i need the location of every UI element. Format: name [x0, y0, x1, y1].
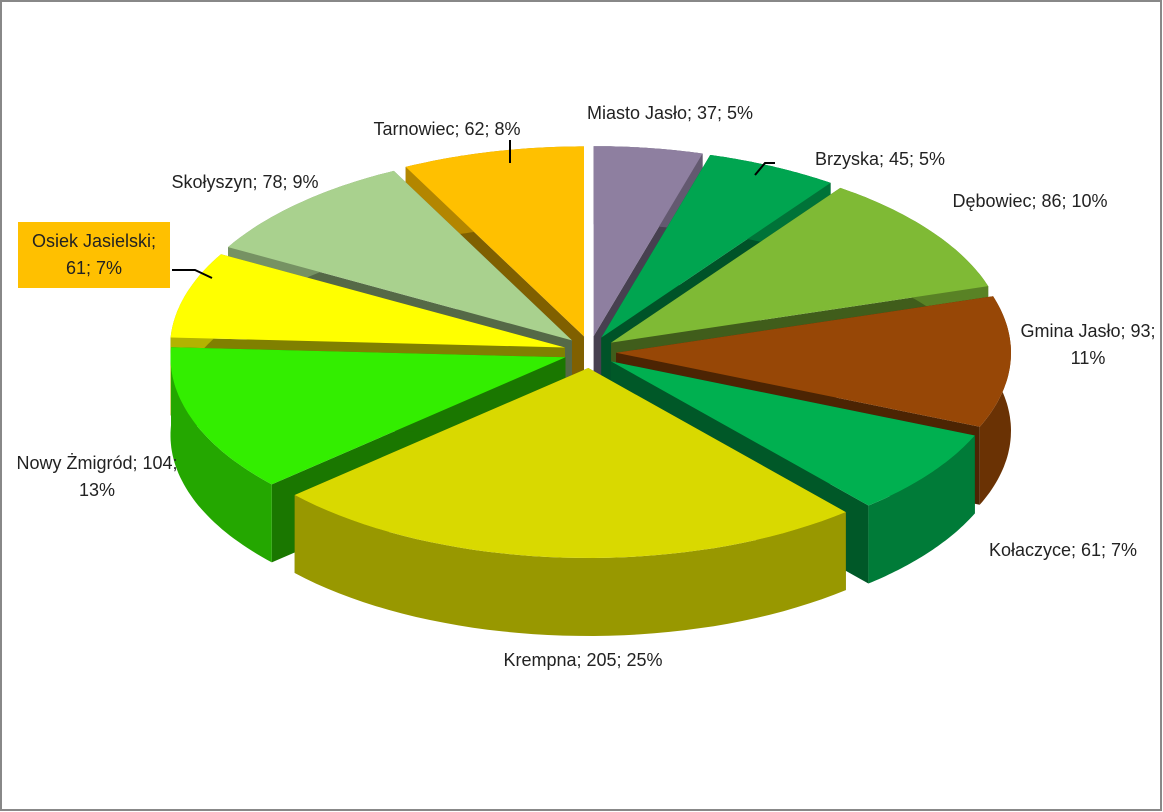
- data-label: Osiek Jasielski; 61; 7%: [18, 222, 170, 288]
- slice: [593, 146, 703, 337]
- data-label: Kołaczyce; 61; 7%: [988, 540, 1138, 560]
- slice: [228, 170, 572, 341]
- slice: [170, 254, 565, 348]
- slice: [611, 187, 989, 343]
- data-label: Nowy Żmigród; 104; 13%: [16, 453, 178, 500]
- data-label: Miasto Jasło; 37; 5%: [586, 103, 754, 123]
- data-label: Gmina Jasło; 93; 11%: [1020, 321, 1156, 368]
- data-label: Krempna; 205; 25%: [503, 650, 663, 670]
- slice-side: [170, 347, 272, 563]
- slice-side: [868, 435, 975, 584]
- leader-line: [172, 269, 213, 279]
- slice: [405, 146, 584, 337]
- slice-side: [294, 495, 846, 636]
- slice: [294, 368, 846, 558]
- leader-line: [754, 162, 775, 176]
- pie: [170, 146, 1011, 636]
- data-label: Dębowiec; 86; 10%: [952, 191, 1108, 211]
- slice: [611, 361, 975, 506]
- leader-lines: [172, 140, 775, 279]
- data-label: Skołyszyn; 78; 9%: [171, 172, 319, 192]
- slice: [616, 296, 1011, 427]
- slice: [601, 155, 831, 338]
- data-label: Tarnowiec; 62; 8%: [373, 119, 521, 139]
- data-label: Brzyska; 45; 5%: [814, 149, 946, 169]
- slice: [170, 347, 566, 485]
